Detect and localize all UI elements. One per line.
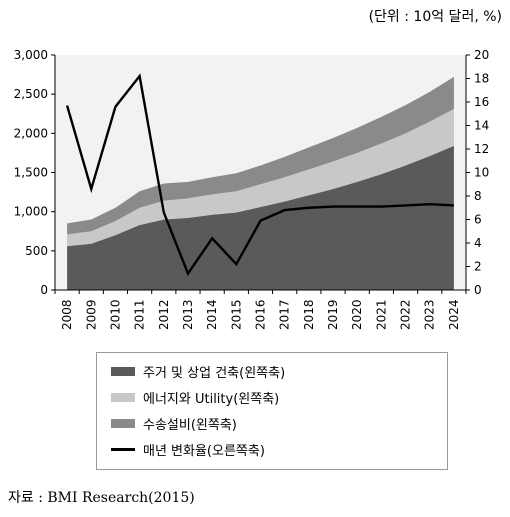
right-tick-label: 20 [474,48,489,62]
x-tick-label: 2011 [133,299,147,330]
right-tick-label: 12 [474,142,489,156]
x-tick-label: 2015 [229,299,243,330]
left-tick-label: 1,000 [14,205,48,219]
x-tick-label: 2014 [205,299,219,330]
legend-swatch-transport [111,418,135,428]
legend-item-growth: 매년 변화율(오른쪽축) [111,439,265,459]
right-tick-label: 8 [474,189,482,203]
legend-swatch-growth [111,447,135,451]
x-tick-label: 2023 [423,299,437,330]
x-tick-label: 2024 [447,299,461,330]
right-tick-label: 2 [474,260,482,274]
growth-line-group [65,73,455,277]
unit-note: (단위 : 10억 달러, %) [368,9,502,25]
x-tick-label: 2017 [278,299,292,330]
right-tick-label: 18 [474,72,489,86]
right-tick-label: 6 [474,213,482,227]
right-tick-label: 14 [474,119,489,133]
area-residential [67,145,454,290]
chart: 0 500 1,000 1,500 2,000 2,500 3,000 0 2 4 6 8 10 12 14… [14,48,490,330]
legend-item-residential: 주거 및 상업 건축(왼쪽축) [111,361,285,381]
legend-label-residential: 주거 및 상업 건축(왼쪽축) [143,365,286,381]
right-tick-label: 0 [474,283,482,297]
legend: 주거 및 상업 건축(왼쪽축) 에너지와 Utility(왼쪽축) 수송설비(왼… [96,352,448,470]
left-tick-label: 2,000 [14,126,48,140]
legend-item-energy: 에너지와 Utility(왼쪽축) [111,387,279,407]
legend-label-transport: 수송설비(왼쪽축) [143,417,237,433]
left-tick-label: 0 [40,283,48,297]
x-tick-label: 2018 [302,299,316,330]
x-tick-label: 2022 [399,299,413,330]
right-tick-label: 4 [474,236,482,250]
x-tick-label: 2021 [374,299,388,330]
legend-swatch-residential [111,366,135,376]
right-tick-label: 16 [474,95,489,109]
area-transport [67,76,454,235]
x-tick-label: 2019 [326,299,340,330]
x-tick-label: 2010 [108,299,122,330]
legend-item-transport: 수송설비(왼쪽축) [111,413,237,433]
legend-label-growth: 매년 변화율(오른쪽축) [143,443,265,459]
x-tick-label: 2008 [60,299,74,330]
x-tick-label: 2012 [157,299,171,330]
source-note: 자료 : BMI Research(2015) [8,490,195,506]
legend-swatch-energy [111,392,135,402]
right-tick-label: 10 [474,166,489,180]
left-tick-label: 2,500 [14,87,48,101]
left-tick-label: 500 [25,244,48,258]
axes: 0 500 1,000 1,500 2,000 2,500 3,000 0 2 4 6 8 10 12 14… [14,48,490,330]
x-tick-label: 2009 [84,299,98,330]
left-tick-label: 1,500 [14,166,48,180]
left-tick-label: 3,000 [14,48,48,62]
x-tick-label: 2016 [254,299,268,330]
legend-label-energy: 에너지와 Utility(왼쪽축) [143,391,280,407]
x-tick-label: 2013 [181,299,195,330]
x-tick-label: 2020 [350,299,364,330]
